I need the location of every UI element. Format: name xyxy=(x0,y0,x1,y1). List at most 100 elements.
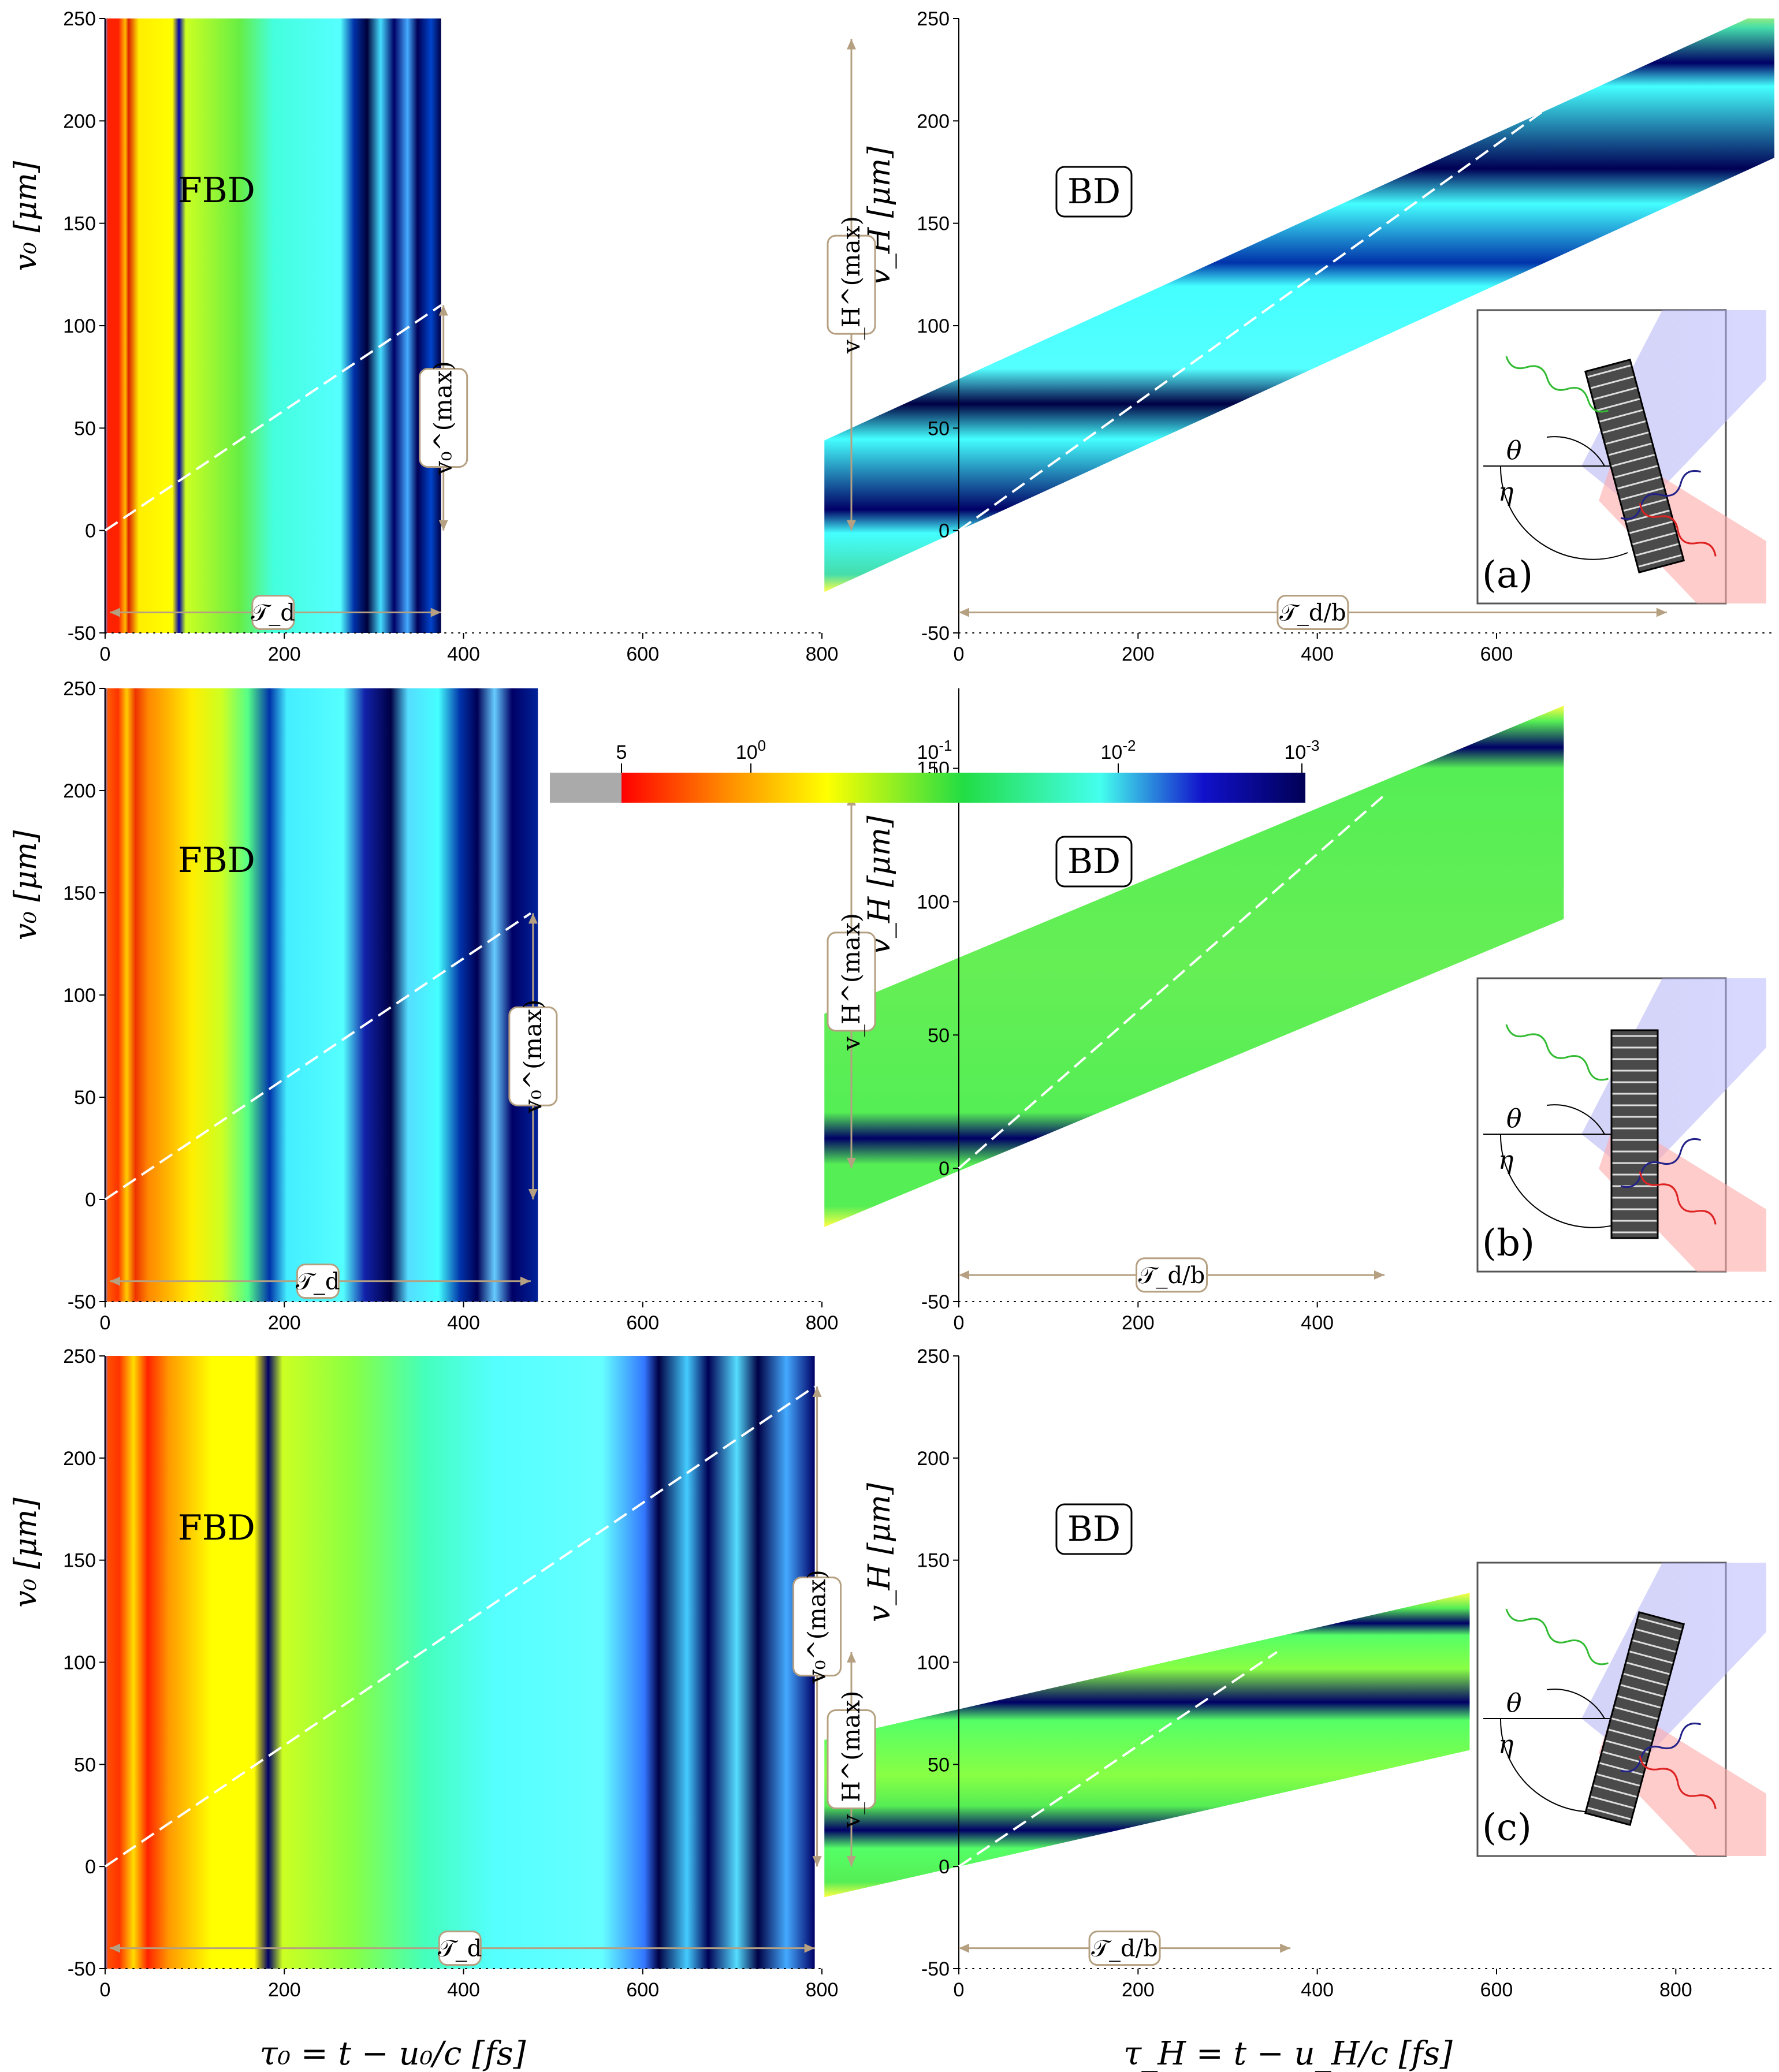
y-tick-label: 0 xyxy=(85,520,96,542)
x-tick-label: 400 xyxy=(1301,1979,1334,2001)
fbd-label: FBD xyxy=(178,840,255,881)
reflected-wave xyxy=(1620,1138,1701,1188)
y-tick-label: 50 xyxy=(928,1024,950,1046)
panel-letter: (b) xyxy=(1482,1222,1535,1265)
vmax-label: v₀^(max) xyxy=(429,361,457,475)
y-tick-label: -50 xyxy=(921,623,950,644)
y-tick-label: 100 xyxy=(63,985,96,1007)
theta-arc xyxy=(1546,436,1605,467)
Td-label: 𝒯_d xyxy=(438,1936,482,1962)
y-tick-label: -50 xyxy=(921,1958,950,1980)
bd-label: BD xyxy=(1067,1509,1121,1549)
bragg-band xyxy=(824,706,1564,1227)
bd-label: BD xyxy=(1067,841,1121,882)
bragg-band xyxy=(824,18,1774,592)
x-tick-label: 600 xyxy=(1480,1979,1513,2001)
dashed-guide-line xyxy=(958,1651,1278,1868)
x-tick-label: 600 xyxy=(626,1312,659,1334)
y-axis-label: v_H [μm] xyxy=(862,1482,897,1622)
Td-box xyxy=(296,1264,340,1299)
y-tick-label: 200 xyxy=(63,110,96,132)
bd-label-box xyxy=(1055,836,1133,888)
x-tick-label: 800 xyxy=(806,1979,839,2001)
eta-arc xyxy=(1499,1134,1628,1228)
x-tick-label: 200 xyxy=(1122,1979,1155,2001)
theta-label: θ xyxy=(1506,1104,1522,1134)
reflected-wave xyxy=(1620,1723,1701,1772)
dashed-guide-line xyxy=(958,28,1659,532)
transmitted-wave xyxy=(1639,1171,1717,1225)
dashed-guide-line xyxy=(104,912,531,1201)
vHmax-label: v_H^(max) xyxy=(837,913,865,1051)
y-tick-label: 100 xyxy=(63,315,96,337)
y-tick-label: -50 xyxy=(68,1291,96,1313)
y-tick-label: 200 xyxy=(917,110,950,132)
x-tick-label: 0 xyxy=(100,643,111,665)
y-tick-label: 250 xyxy=(917,1346,950,1367)
vHmax-label: v_H^(max) xyxy=(837,216,865,354)
heatmap-image xyxy=(105,1356,815,1969)
vmax-box xyxy=(508,1006,558,1106)
y-tick-label: 50 xyxy=(74,418,96,439)
vHmax-box xyxy=(827,931,876,1032)
x-tick-label: 0 xyxy=(954,643,965,665)
y-tick-label: 0 xyxy=(85,1189,96,1211)
y-tick-label: 50 xyxy=(74,1754,96,1776)
Td-over-b-box xyxy=(1276,595,1349,631)
dashed-guide-line xyxy=(104,1385,816,1868)
dashed-guide-line xyxy=(958,794,1386,1169)
y-tick-label: 0 xyxy=(85,1856,96,1878)
x-tick-label: 800 xyxy=(806,643,839,665)
crystal xyxy=(1584,1611,1685,1827)
colorbar-tick-label: 10-3 xyxy=(1285,737,1320,763)
y-axis-label: v₀ [μm] xyxy=(9,161,43,271)
y-tick-label: 0 xyxy=(939,1158,950,1180)
y-tick-label: 150 xyxy=(917,213,950,235)
Td-label: 𝒯_d xyxy=(251,600,295,627)
fbd-label: FBD xyxy=(178,1508,255,1548)
colorbar-tick-label: 10-2 xyxy=(1101,737,1136,763)
bd-label: BD xyxy=(1067,172,1121,212)
fbd-label: FBD xyxy=(178,170,255,211)
y-tick-label: 150 xyxy=(917,1550,950,1572)
y-tick-label: 250 xyxy=(63,1346,96,1367)
crystal xyxy=(1584,358,1685,574)
Td-box xyxy=(251,595,295,631)
y-tick-label: 0 xyxy=(939,520,950,542)
y-tick-label: -50 xyxy=(921,1291,950,1313)
y-axis-label: v₀ [μm] xyxy=(9,830,43,940)
y-tick-label: 100 xyxy=(917,891,950,913)
x-tick-label: 200 xyxy=(268,643,301,665)
y-tick-label: 100 xyxy=(917,315,950,337)
x-tick-label: 0 xyxy=(100,1312,111,1334)
x-tick-label: 600 xyxy=(626,1979,659,2001)
y-tick-label: 100 xyxy=(917,1652,950,1674)
theta-label: θ xyxy=(1506,1689,1522,1718)
eta-label: η xyxy=(1498,1146,1513,1175)
vHmax-label: v_H^(max) xyxy=(837,1691,865,1829)
x-tick-label: 400 xyxy=(447,643,480,665)
bd-label-box xyxy=(1055,1503,1133,1555)
Td-over-b-label: 𝒯_d/b xyxy=(1279,600,1346,627)
incident-wave xyxy=(1505,1024,1609,1081)
colorbar-overflow xyxy=(550,773,621,803)
y-tick-label: 50 xyxy=(928,418,950,439)
reflected-wave xyxy=(1620,470,1701,520)
geometry-inset: θη (a) xyxy=(1476,309,1766,605)
colorbar: 5 100 10-1 10-2 10-3 xyxy=(550,737,1319,803)
y-tick-label: -50 xyxy=(68,623,96,644)
colorbar-tick-label: 100 xyxy=(736,737,766,763)
Td-over-b-label: 𝒯_d/b xyxy=(1138,1262,1205,1289)
vmax-box xyxy=(419,368,468,468)
x-axis-label-left: τ₀ = t − u₀/c [fs] xyxy=(260,2035,526,2072)
theta-label: θ xyxy=(1506,436,1522,465)
y-tick-label: 100 xyxy=(63,1652,96,1674)
x-tick-label: 0 xyxy=(954,1979,965,2001)
heatmap-image xyxy=(105,688,538,1302)
panel-letter: (c) xyxy=(1482,1806,1532,1849)
Td-over-b-label: 𝒯_d/b xyxy=(1091,1936,1158,1962)
